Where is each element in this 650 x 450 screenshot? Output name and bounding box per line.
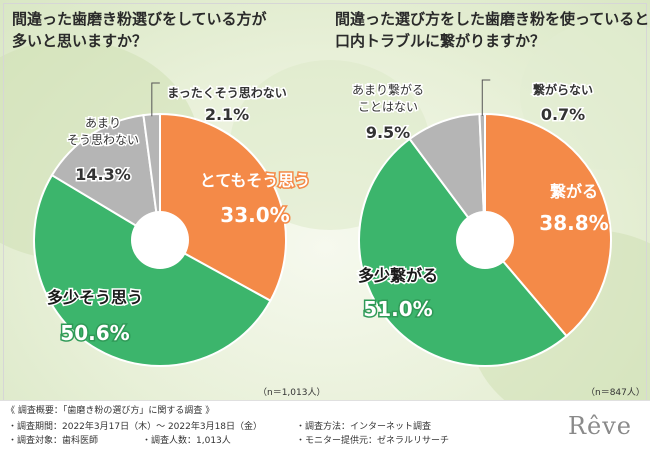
pie1-slice-1 xyxy=(159,112,287,303)
pie2-label-3-line-2: ことはない xyxy=(358,100,418,114)
pie2-label-3-line-1: あまり繋がる xyxy=(352,82,424,97)
right-title-line-1: 間違った選び方をした歯磨き粉を使っていると xyxy=(335,10,650,28)
pie2-slice-1 xyxy=(484,112,612,338)
pie2-leader-4 xyxy=(481,79,491,117)
pie1-label-1: とてもそう思う xyxy=(200,171,310,190)
pie1-label-3-line-2: そう思わない xyxy=(67,133,139,147)
pie1-leader-4 xyxy=(151,82,160,117)
pie2-value-2: 51.0% xyxy=(363,297,432,321)
footer-target: ・調査対象：歯科医師 xyxy=(8,436,99,446)
pie1-slice-2 xyxy=(33,173,272,367)
pie2-slice-3 xyxy=(408,113,487,244)
pie2-value-1: 38.8% xyxy=(539,211,608,235)
footer-period: ・調査期間：2022年3月17日（木）～ 2022年3月18日（金） xyxy=(8,422,263,432)
pie2-value-3: 9.5% xyxy=(366,123,410,142)
left-title-line-2: 多いと思いますか？ xyxy=(12,32,148,50)
pie2-label-1: 繋がる xyxy=(550,182,598,201)
right-question-title: 間違った選び方をした歯磨き粉を使っていると 口内トラブルに繋がりますか？ xyxy=(335,8,649,52)
footer-method: ・調査方法：インターネット調査 xyxy=(296,422,432,432)
pie2-label-2: 多少繋がる xyxy=(358,266,438,285)
right-sample-size: （n＝847人） xyxy=(586,388,645,398)
pie1-label-2: 多少そう思う xyxy=(47,288,143,307)
pie1-value-2: 50.6% xyxy=(60,321,129,345)
pie1-value-1: 33.0% xyxy=(220,203,289,227)
left-sample-size: （n＝1,013人） xyxy=(258,388,326,398)
pie1-value-4: 2.1% xyxy=(205,105,249,124)
reve-logo: Rêve xyxy=(567,412,632,440)
pie2-value-4: 0.7% xyxy=(541,105,585,124)
footer-provider: ・モニター提供元：ゼネラルリサーチ xyxy=(296,436,450,446)
left-question-title: 間違った歯磨き粉選びをしている方が 多いと思いますか？ xyxy=(12,8,267,52)
footer-heading: 《 調査概要：「歯磨き粉の選び方」に関する調査 》 xyxy=(6,406,215,416)
pie1-label-4: まったくそう思わない xyxy=(167,86,287,100)
survey-footer xyxy=(0,400,650,450)
pie1-value-3: 14.3% xyxy=(75,165,131,184)
left-title-line-1: 間違った歯磨き粉選びをしている方が xyxy=(12,10,267,28)
pie1-center-hole xyxy=(131,211,189,269)
pie1-slice-3 xyxy=(50,113,162,242)
right-title-line-2: 口内トラブルに繋がりますか？ xyxy=(335,32,546,50)
pie2-label-4: 繋がらない xyxy=(533,82,593,97)
footer-count: ・調査人数：1,013人 xyxy=(142,436,231,446)
pie2-center-hole xyxy=(456,211,514,269)
pie1-label-3-line-1: あまり xyxy=(85,116,121,130)
